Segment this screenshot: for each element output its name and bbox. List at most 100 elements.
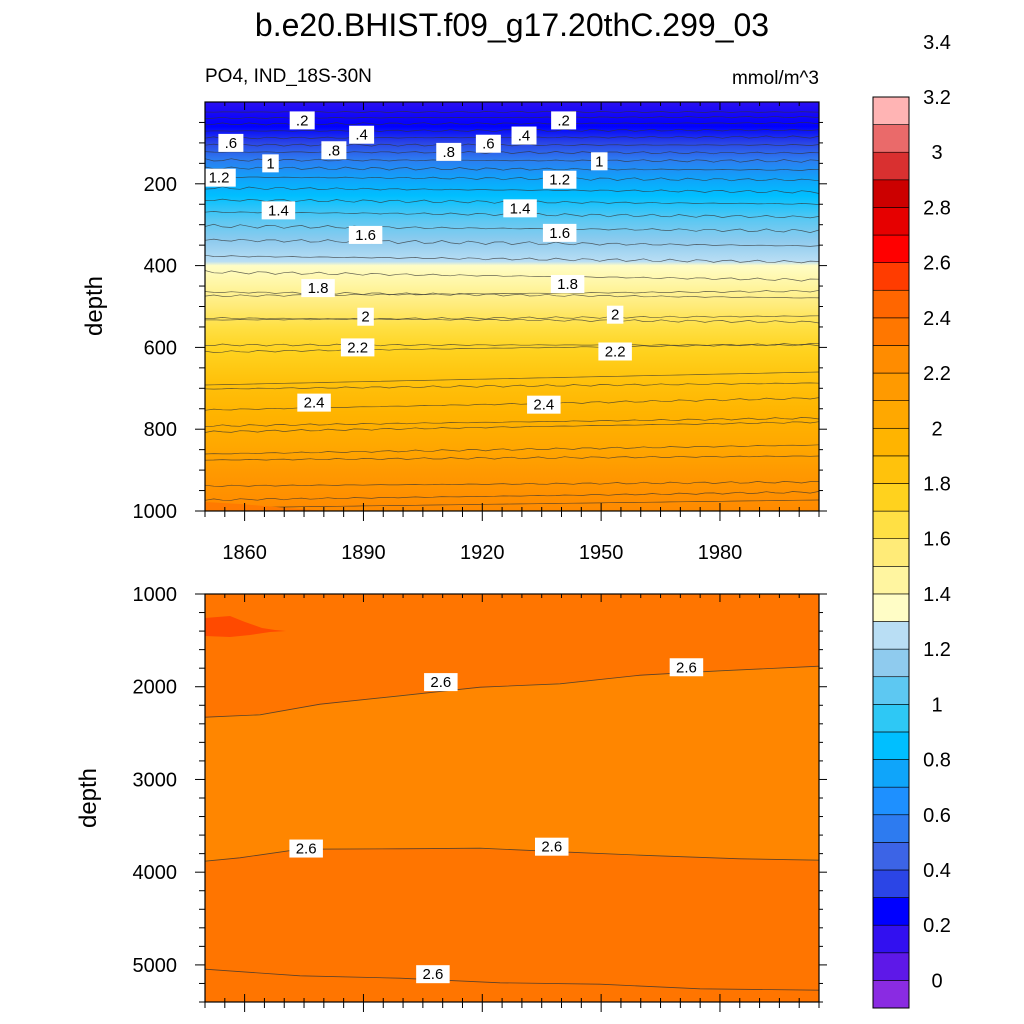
upper-contour-label-box <box>348 225 383 244</box>
upper-contour-label: .6 <box>482 136 495 153</box>
upper-contour-label: .4 <box>518 128 531 145</box>
upper-contour-label-box <box>511 126 537 145</box>
colorbar-label: 1.2 <box>923 639 951 661</box>
colorbar-swatch <box>872 786 910 816</box>
colorbar-swatch <box>872 676 910 705</box>
lower-contour-label: 2.6 <box>541 839 562 856</box>
lower-contour-label: 2.6 <box>676 659 697 676</box>
upper-contour-label: 1.2 <box>209 170 230 187</box>
colorbar-swatch <box>872 924 910 954</box>
y-tick-label: 600 <box>144 337 177 359</box>
upper-contour-label-box <box>349 125 375 144</box>
upper-contour-label-box <box>542 223 577 242</box>
upper-contour-label-box <box>436 142 462 161</box>
colorbar-swatch <box>872 234 910 263</box>
lower-deep-band-upper <box>205 594 819 718</box>
x-tick-label: 1980 <box>698 542 743 564</box>
colorbar-swatch <box>872 566 910 595</box>
colorbar-label: 2.8 <box>923 197 951 219</box>
colorbar-swatch <box>872 455 910 484</box>
lower-contour-label: 2.6 <box>422 966 443 983</box>
colorbar-swatch <box>872 510 910 539</box>
upper-contour-label-box <box>606 305 624 324</box>
lower-contour-label-box <box>424 673 458 692</box>
x-tick-label: 1950 <box>579 542 624 564</box>
x-tick-label: 1890 <box>341 542 386 564</box>
colorbar-swatch <box>872 869 910 898</box>
upper-contour-label: .2 <box>296 112 309 129</box>
upper-contour-label: 1.8 <box>557 276 578 293</box>
colorbar-label: 3.4 <box>923 32 951 54</box>
units-label: mmol/m^3 <box>732 68 819 89</box>
upper-contour-label-box <box>218 133 244 152</box>
colorbar-swatch <box>872 621 910 650</box>
colorbar: 0 0.2 0.4 0.6 0.8 1 1.2 1.4 1.6 1.8 2 2.2 2.4 2.6 2.8 3… <box>872 32 951 1009</box>
colorbar-swatch <box>872 731 910 760</box>
upper-contour-label-box <box>527 395 561 414</box>
colorbar-label: 0.4 <box>923 860 951 882</box>
colorbar-label: 1.6 <box>923 529 951 551</box>
colorbar-swatch <box>872 593 910 622</box>
lower-panel: 2.6 2.6 2.6 2.6 2.6 1000 2000 3000 4000 5000 dep… <box>75 584 827 1012</box>
upper-contour-label: .8 <box>442 144 455 161</box>
colorbar-swatch <box>872 704 910 733</box>
y-tick-label: 1000 <box>133 501 178 523</box>
upper-contour-line <box>205 254 819 264</box>
lower-contour-label: 2.6 <box>296 841 317 858</box>
colorbar-swatch <box>872 897 910 926</box>
upper-contour-line <box>205 455 819 461</box>
colorbar-swatch <box>872 96 910 125</box>
upper-contour-label-box <box>301 279 335 298</box>
upper-contour-line <box>205 166 819 171</box>
colorbar-swatch <box>872 427 910 457</box>
colorbar-swatch <box>872 262 910 291</box>
upper-contour-line <box>205 176 819 182</box>
upper-contour-line <box>205 143 819 147</box>
colorbar-label: 0.8 <box>923 750 951 772</box>
upper-contour-labels: .2 .2 .6 .4 .8 .8 .6 .4 1 1 1.2 1.2 1.4 1.4 1.6 1.6 1.8 1… <box>202 111 632 414</box>
upper-contour-label: 2 <box>611 307 619 324</box>
colorbar-swatch <box>872 648 910 678</box>
upper-contour-label-box <box>202 168 236 187</box>
upper-contour-label-box <box>357 307 374 326</box>
colorbar-swatch <box>872 207 910 236</box>
upper-bottom-band <box>205 502 330 511</box>
lower-contour-label-box <box>534 837 569 856</box>
colorbar-label: 0.6 <box>923 805 951 827</box>
upper-x-ticks: 1860 1890 1920 1950 1980 <box>204 102 820 564</box>
upper-contour-line <box>205 481 819 487</box>
upper-contour-line <box>205 371 819 386</box>
colorbar-label: 2.4 <box>923 308 951 330</box>
colorbar-swatch <box>872 124 910 153</box>
upper-contour-line <box>205 151 819 155</box>
colorbar-swatch <box>872 538 910 567</box>
colorbar-swatch <box>872 980 910 1009</box>
upper-contour-label: 2 <box>361 309 369 326</box>
y-tick-label: 400 <box>144 256 177 278</box>
chart-title: b.e20.BHIST.f09_g17.20thC.299_03 <box>255 7 769 43</box>
upper-contour-label-box <box>550 275 585 294</box>
upper-contour-line <box>205 270 819 282</box>
colorbar-swatch <box>872 759 910 788</box>
upper-contour-line <box>205 158 819 163</box>
upper-contour-label: 1.4 <box>268 202 289 219</box>
variable-label: PO4, IND_18S-30N <box>205 66 372 87</box>
lower-y-axis-label: depth <box>75 768 102 828</box>
upper-contour-label: .4 <box>355 127 368 144</box>
upper-contour-line <box>205 382 819 390</box>
lower-patch-high <box>205 616 286 637</box>
colorbar-swatch <box>872 952 910 981</box>
upper-contour-line <box>205 499 819 509</box>
colorbar-label: 1.8 <box>923 473 951 495</box>
colorbar-swatch <box>872 345 910 374</box>
upper-panel: .2.2.6.4.8.8.6.41 11.2 1.21.4 1.41.6 1.61.8 1… <box>81 101 827 564</box>
lower-contour-line <box>205 968 819 991</box>
upper-contour-label: 1 <box>595 153 603 170</box>
y-tick-label: 800 <box>144 419 177 441</box>
lower-contour-label-box <box>289 839 323 858</box>
x-tick-label: 1920 <box>460 542 505 564</box>
colorbar-label: 3.2 <box>923 87 951 109</box>
upper-y-axis-label: depth <box>81 276 108 336</box>
colorbar-label: 3 <box>931 142 942 164</box>
lower-contour-labels: 2.6 2.6 2.6 2.6 2.6 <box>289 658 704 984</box>
